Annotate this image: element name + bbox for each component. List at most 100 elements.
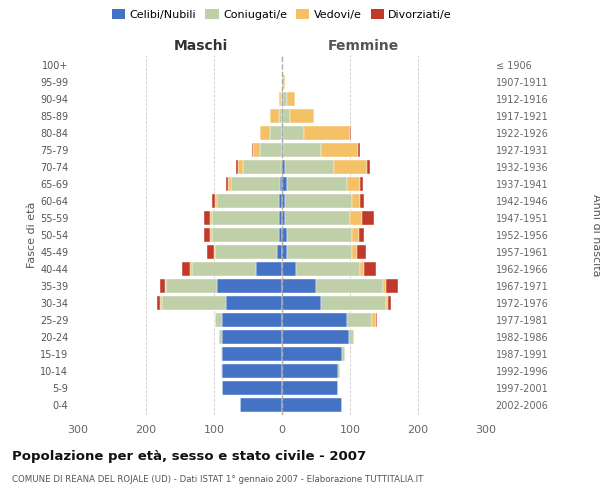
Bar bbox=[286, 194, 352, 208]
Bar bbox=[190, 262, 191, 276]
Bar bbox=[217, 279, 282, 292]
Text: Maschi: Maschi bbox=[173, 40, 227, 54]
Bar bbox=[304, 126, 350, 140]
Bar bbox=[286, 211, 350, 225]
Bar bbox=[359, 228, 364, 242]
Bar bbox=[388, 296, 391, 310]
Bar bbox=[157, 296, 160, 310]
Bar bbox=[212, 194, 215, 208]
Text: COMUNE DI REANA DEL ROJALE (UD) - Dati ISTAT 1° gennaio 2007 - Elaborazione TUTT: COMUNE DI REANA DEL ROJALE (UD) - Dati I… bbox=[12, 475, 424, 484]
Bar bbox=[236, 160, 238, 174]
Bar bbox=[280, 178, 282, 191]
Bar bbox=[161, 296, 226, 310]
Bar bbox=[205, 228, 210, 242]
Bar bbox=[376, 313, 377, 326]
Bar bbox=[282, 398, 342, 411]
Bar bbox=[278, 211, 282, 225]
Bar bbox=[352, 194, 360, 208]
Bar bbox=[347, 313, 373, 326]
Bar bbox=[283, 76, 285, 89]
Bar bbox=[367, 160, 370, 174]
Bar bbox=[165, 279, 166, 292]
Bar bbox=[360, 194, 364, 208]
Bar bbox=[214, 245, 215, 259]
Bar bbox=[215, 245, 277, 259]
Bar bbox=[282, 211, 286, 225]
Bar bbox=[210, 211, 212, 225]
Bar bbox=[260, 144, 282, 157]
Bar bbox=[282, 178, 287, 191]
Bar bbox=[210, 228, 212, 242]
Bar bbox=[231, 178, 280, 191]
Bar bbox=[334, 160, 367, 174]
Bar bbox=[222, 381, 282, 394]
Bar bbox=[350, 211, 362, 225]
Bar bbox=[215, 194, 217, 208]
Bar bbox=[282, 92, 283, 106]
Bar bbox=[364, 262, 376, 276]
Bar bbox=[282, 194, 286, 208]
Bar bbox=[282, 262, 296, 276]
Bar bbox=[240, 398, 282, 411]
Bar bbox=[278, 92, 281, 106]
Bar bbox=[277, 245, 282, 259]
Bar bbox=[283, 110, 290, 123]
Bar bbox=[283, 144, 321, 157]
Bar bbox=[386, 296, 388, 310]
Bar bbox=[278, 228, 282, 242]
Text: Popolazione per età, sesso e stato civile - 2007: Popolazione per età, sesso e stato civil… bbox=[12, 450, 366, 463]
Bar bbox=[287, 228, 352, 242]
Bar bbox=[256, 262, 282, 276]
Bar bbox=[352, 245, 358, 259]
Bar bbox=[270, 126, 282, 140]
Bar bbox=[283, 92, 287, 106]
Bar bbox=[282, 347, 342, 360]
Bar bbox=[358, 245, 365, 259]
Bar bbox=[296, 262, 360, 276]
Bar bbox=[278, 110, 282, 123]
Bar bbox=[282, 313, 347, 326]
Bar bbox=[253, 144, 260, 157]
Bar bbox=[347, 178, 359, 191]
Bar bbox=[290, 110, 314, 123]
Bar bbox=[281, 92, 282, 106]
Bar bbox=[282, 76, 283, 89]
Bar bbox=[282, 364, 338, 378]
Bar bbox=[282, 330, 349, 344]
Legend: Celibi/Nubili, Coniugati/e, Vedovi/e, Divorziati/e: Celibi/Nubili, Coniugati/e, Vedovi/e, Di… bbox=[107, 5, 457, 24]
Bar bbox=[226, 296, 282, 310]
Bar bbox=[278, 194, 282, 208]
Bar bbox=[221, 347, 222, 360]
Bar bbox=[386, 279, 398, 292]
Bar bbox=[322, 296, 386, 310]
Bar bbox=[222, 347, 282, 360]
Bar bbox=[338, 364, 340, 378]
Bar bbox=[282, 126, 283, 140]
Bar bbox=[212, 228, 278, 242]
Bar bbox=[222, 364, 282, 378]
Bar bbox=[362, 211, 374, 225]
Bar bbox=[207, 245, 214, 259]
Bar bbox=[191, 262, 256, 276]
Bar bbox=[205, 211, 210, 225]
Bar bbox=[287, 178, 347, 191]
Bar bbox=[238, 160, 243, 174]
Bar bbox=[373, 313, 376, 326]
Bar bbox=[260, 126, 270, 140]
Bar bbox=[286, 160, 334, 174]
Bar bbox=[221, 364, 222, 378]
Bar bbox=[282, 296, 322, 310]
Bar bbox=[283, 126, 304, 140]
Bar bbox=[215, 313, 222, 326]
Bar bbox=[359, 178, 363, 191]
Bar bbox=[282, 381, 338, 394]
Bar bbox=[287, 245, 352, 259]
Bar bbox=[282, 144, 283, 157]
Bar bbox=[222, 313, 282, 326]
Bar bbox=[160, 296, 161, 310]
Bar bbox=[358, 144, 359, 157]
Text: Femmine: Femmine bbox=[328, 40, 399, 54]
Bar bbox=[222, 330, 282, 344]
Bar bbox=[219, 330, 222, 344]
Bar bbox=[227, 178, 231, 191]
